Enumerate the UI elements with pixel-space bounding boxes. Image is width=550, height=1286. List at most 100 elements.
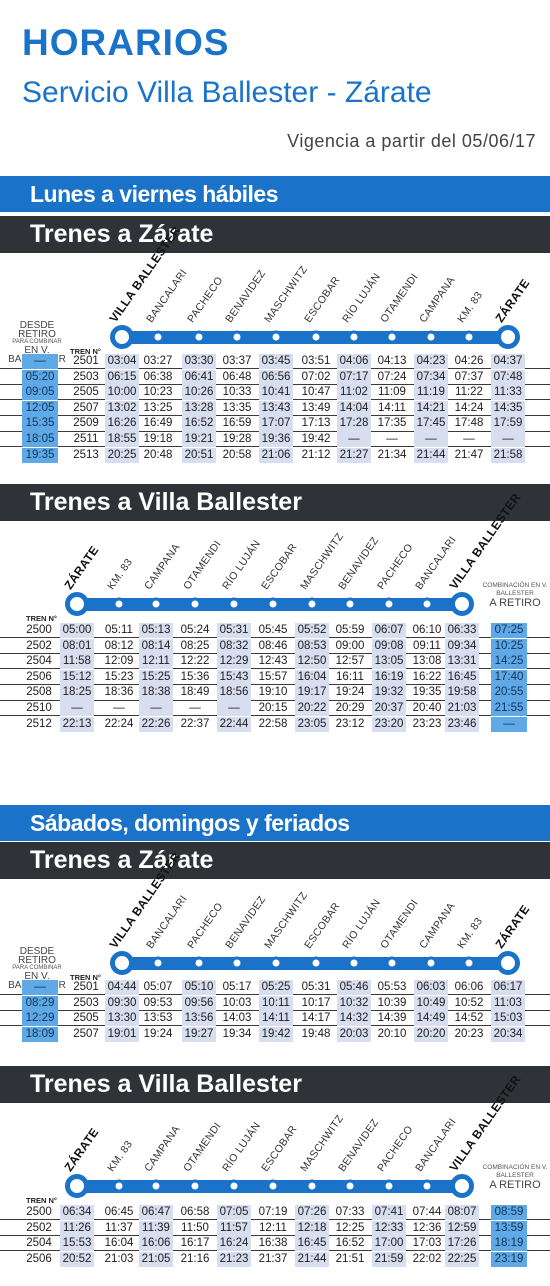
time-cell: 13:49 (301, 401, 331, 414)
time-cell: — (189, 702, 201, 714)
train-number: 2507 (73, 1027, 99, 1040)
time-cell: 08:32 (217, 638, 251, 654)
comb-vb-label: COMBINACIÓN EN V. BALLESTER (482, 582, 548, 597)
time-cell: 05:53 (377, 981, 407, 993)
station-label: BENAVIDEZ (336, 534, 382, 592)
time-cell: 08:25 (180, 639, 210, 652)
station-header: ZÁRATE KM. 83 CAMPANA OTAMENDI RÍO LUJÁN ESCO… (0, 491, 550, 592)
time-cell: 17:48 (454, 417, 484, 430)
train-number: 2501 (73, 981, 99, 993)
time-cell: 08:46 (258, 639, 288, 652)
train-number: 2511 (73, 433, 99, 445)
time-cell: 10:11 (259, 995, 293, 1011)
time-cell: 14:21 (414, 400, 448, 417)
station-header: VILLA BALLESTER BANCALARI PACHECO BENAVIDEZ… (0, 850, 550, 951)
time-cell: 16:11 (336, 670, 364, 683)
time-cell: 09:53 (143, 996, 173, 1009)
station-label: RÍO LUJÁN (220, 1119, 264, 1174)
station-dot (192, 956, 206, 970)
time-cell: 06:06 (454, 981, 484, 993)
time-cell: 19:01 (105, 1026, 139, 1043)
desde-retiro-label: DESDE RETIRO (18, 946, 56, 966)
train-number: 2510 (26, 702, 52, 714)
time-cell: 05:31 (217, 623, 251, 639)
time-cell: 09:00 (335, 639, 365, 652)
time-cell: 16:04 (104, 1237, 134, 1250)
time-cell: 05:24 (180, 624, 210, 636)
weekday-band: Lunes a viernes hábiles (0, 176, 550, 212)
station-dot (269, 956, 283, 970)
station-label: ESCOBAR (259, 1123, 300, 1174)
time-cell: 11:22 (455, 386, 483, 399)
time-cell: 12:33 (372, 1220, 406, 1236)
time-cell: — (217, 701, 251, 717)
time-cell: — (60, 701, 94, 717)
station-dot (343, 597, 357, 611)
station-dot (385, 956, 399, 970)
station-label: ESCOBAR (302, 274, 343, 325)
time-cell: 19:28 (222, 433, 252, 445)
time-cell: 10:03 (222, 996, 252, 1009)
time-cell: 19:27 (182, 1026, 216, 1043)
station-dot (230, 330, 244, 344)
table-row: 12:29 2505 13:30 13:53 13:56 14:03 14:11 14:17 1… (0, 1011, 550, 1027)
combination-time: 20:55 (491, 685, 527, 701)
station-label: OTAMENDI (378, 271, 421, 325)
station-dot (149, 597, 163, 611)
train-number: 2500 (26, 624, 52, 636)
time-cell: 13:08 (412, 655, 442, 668)
station-dot (151, 956, 165, 970)
combination-time: 14:25 (491, 654, 527, 670)
time-cell: 06:34 (60, 1205, 94, 1221)
combination-time: 18:09 (22, 1026, 58, 1043)
time-cell: 21:44 (414, 447, 448, 463)
station-dot (309, 956, 323, 970)
time-cell: 21:44 (295, 1251, 329, 1268)
time-cell: 16:26 (105, 416, 139, 432)
time-cell: 15:03 (491, 1011, 525, 1027)
time-cell: 11:39 (139, 1220, 173, 1236)
time-cell: 05:52 (295, 623, 329, 639)
time-cell: 06:38 (143, 370, 173, 383)
station-label: RÍO LUJÁN (340, 896, 384, 951)
station-dot (305, 597, 319, 611)
time-cell: 21:34 (377, 448, 407, 461)
combination-time: 18:19 (491, 1236, 527, 1252)
table-row: 14:25 2504 11:58 12:09 12:11 12:22 12:29 12:43 1… (0, 654, 550, 670)
time-cell: 21:47 (454, 448, 484, 461)
time-cell: 20:03 (337, 1026, 371, 1043)
time-cell: 11:37 (105, 1221, 133, 1234)
station-dot (450, 592, 474, 616)
time-cell: 15:23 (104, 670, 134, 683)
para-combinar-label: PARA COMBINAR (12, 339, 62, 345)
table-row: 19:35 2513 20:25 20:48 20:51 20:58 21:06 21:12 2… (0, 447, 550, 463)
station-dot (382, 1179, 396, 1193)
time-cell: 22:37 (180, 717, 210, 730)
time-cell: 16:59 (222, 417, 252, 430)
time-cell: 14:03 (222, 1012, 252, 1025)
time-cell: 18:36 (104, 686, 134, 699)
station-dot (305, 1179, 319, 1193)
time-cell: 20:15 (258, 702, 288, 714)
time-cell: 12:09 (104, 655, 134, 668)
time-cell: 13:28 (182, 400, 216, 417)
time-cell: 10:41 (259, 385, 293, 401)
combination-time: — (22, 354, 58, 370)
station-label: OTAMENDI (181, 538, 224, 592)
combination-time: 19:35 (22, 447, 58, 463)
train-number: 2509 (73, 417, 99, 430)
time-cell: — (337, 432, 371, 448)
time-cell: 21:59 (372, 1251, 406, 1268)
weekend-to-ballester-title: Trenes a Villa Ballester (0, 1066, 550, 1103)
a-retiro-label: A RETIRO (489, 1179, 541, 1191)
time-cell: 19:42 (301, 433, 331, 445)
time-cell: 16:38 (258, 1237, 288, 1250)
table-row: 18:09 2507 19:01 19:24 19:27 19:34 19:42 19:48 2… (0, 1026, 550, 1043)
combination-time: 12:29 (22, 1011, 58, 1027)
time-cell: 21:58 (491, 447, 525, 463)
time-cell: 13:43 (259, 400, 293, 417)
time-cell: 12:29 (217, 654, 251, 670)
time-cell: 19:17 (295, 685, 329, 701)
time-cell: 19:10 (258, 686, 288, 699)
time-cell: 17:35 (377, 417, 407, 430)
